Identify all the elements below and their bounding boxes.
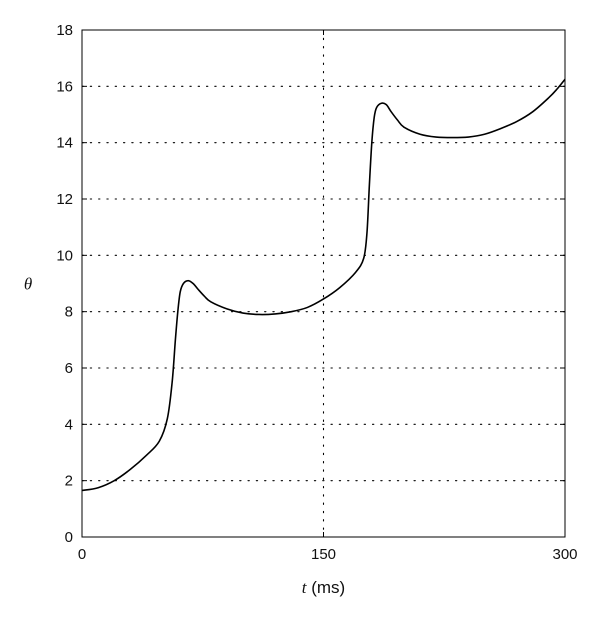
tick-labels: 0 2 4 6 8 10 12 14 16 18 0 150 300: [56, 22, 577, 563]
series-line: [81, 78, 566, 492]
y-tick-label: 6: [65, 360, 73, 377]
x-tick-label: 150: [311, 546, 336, 563]
y-tick-label: 14: [56, 135, 73, 152]
plot-frame: [81, 29, 566, 538]
y-tick-label: 10: [56, 247, 73, 264]
y-tick-label: 4: [65, 416, 73, 433]
y-tick-label: 0: [65, 529, 73, 546]
y-tick-label: 8: [65, 304, 73, 321]
x-tick-label: 300: [552, 546, 577, 563]
y-tick-label: 16: [56, 78, 73, 95]
grid: [81, 29, 566, 538]
y-tick-label: 12: [56, 191, 73, 208]
y-axis-label: θ: [24, 275, 32, 294]
y-tick-label: 2: [65, 473, 73, 490]
y-tick-label: 18: [56, 22, 73, 39]
x-axis-unit: (ms): [307, 578, 346, 597]
x-tick-label: 0: [78, 546, 86, 563]
series-layer: [81, 78, 566, 492]
x-axis-label: t (ms): [302, 578, 345, 597]
x-axis-var: t: [302, 578, 308, 597]
